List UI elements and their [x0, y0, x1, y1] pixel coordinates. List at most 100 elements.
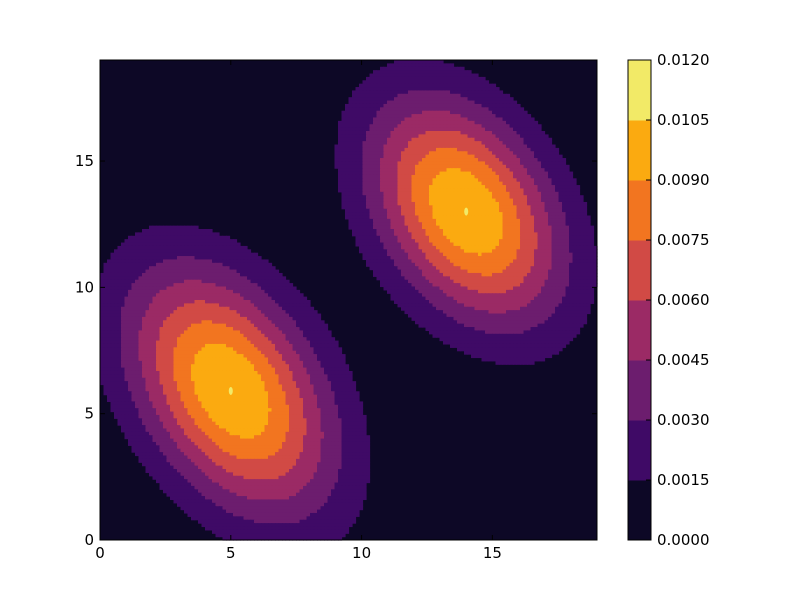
contour-cell: [523, 283, 528, 288]
contour-cell: [593, 249, 598, 254]
contour-cell: [401, 269, 406, 274]
contour-cell: [527, 147, 532, 152]
contour-cell: [387, 80, 392, 85]
contour-cell: [579, 212, 584, 217]
contour-cell: [404, 70, 409, 75]
contour-cell: [341, 191, 346, 196]
contour-cell: [471, 272, 476, 277]
contour-cell: [359, 87, 364, 92]
contour-cell: [156, 269, 161, 274]
contour-cell: [576, 235, 581, 240]
contour-cell: [548, 235, 553, 240]
contour-cell: [467, 107, 472, 112]
contour-cell: [439, 242, 444, 247]
contour-cell: [436, 90, 441, 95]
contour-cell: [523, 269, 528, 274]
contour-cell: [436, 225, 441, 230]
contour-cell: [191, 266, 196, 271]
contour-cell: [541, 201, 546, 206]
contour-cell: [422, 161, 427, 166]
contour-cell: [404, 208, 409, 213]
contour-cell: [362, 256, 367, 261]
contour-cell: [534, 171, 539, 176]
contour-cell: [362, 80, 367, 85]
contour-cell: [418, 174, 423, 179]
contour-cell: [205, 293, 210, 298]
contour-cell: [513, 272, 518, 277]
contour-cell: [117, 286, 122, 291]
contour-cell: [348, 185, 353, 190]
contour-cell: [380, 229, 385, 233]
contour-cell: [100, 272, 105, 277]
contour-cell: [586, 256, 591, 261]
contour-cell: [436, 144, 441, 149]
contour-cell: [222, 239, 227, 244]
contour-cell: [527, 279, 532, 284]
contour-cell: [509, 276, 514, 281]
contour-cell: [516, 286, 521, 291]
contour-cell: [135, 289, 140, 294]
contour-cell: [485, 245, 490, 250]
contour-cell: [499, 174, 504, 179]
contour-cell: [114, 279, 119, 284]
contour-cell: [387, 130, 392, 135]
contour-cell: [467, 272, 472, 277]
contour-cell: [404, 147, 409, 152]
contour-cell: [226, 283, 231, 288]
contour-cell: [590, 269, 595, 274]
contour-cell: [373, 130, 378, 135]
contour-cell: [548, 252, 553, 257]
contour-cell: [439, 73, 444, 78]
contour-cell: [579, 222, 584, 227]
contour-cell: [443, 208, 448, 213]
contour-cell: [149, 272, 154, 277]
contour-cell: [124, 249, 129, 254]
contour-cell: [114, 249, 119, 254]
contour-cell: [499, 276, 504, 281]
contour-cell: [446, 293, 451, 298]
contour-cell: [208, 276, 213, 281]
contour-cell: [390, 259, 395, 264]
contour-cell: [467, 252, 472, 257]
contour-cell: [464, 83, 469, 88]
contour-cell: [583, 262, 588, 267]
contour-cell: [166, 242, 171, 247]
contour-cell: [432, 249, 437, 254]
contour-cell: [439, 212, 444, 217]
contour-cell: [478, 137, 483, 142]
contour-cell: [506, 215, 511, 220]
contour-cell: [373, 256, 378, 261]
contour-cell: [152, 262, 157, 267]
contour-cell: [485, 161, 490, 166]
contour-cell: [394, 168, 399, 173]
contour-cell: [422, 239, 427, 244]
contour-cell: [422, 293, 427, 298]
contour-cell: [415, 289, 420, 294]
contour-cell: [376, 188, 381, 193]
contour-cell: [401, 174, 406, 179]
contour-cell: [502, 218, 507, 223]
contour-cell: [229, 239, 234, 244]
contour-cell: [422, 178, 427, 183]
contour-cell: [390, 174, 395, 179]
contour-cell: [429, 242, 434, 247]
contour-cell: [383, 164, 388, 169]
contour-cell: [159, 259, 164, 264]
contour-cell: [345, 205, 350, 210]
contour-cell: [478, 229, 483, 233]
contour-cell: [236, 269, 241, 274]
contour-cell: [401, 144, 406, 149]
contour-cell: [537, 147, 542, 152]
contour-cell: [478, 144, 483, 149]
contour-cell: [159, 262, 164, 267]
contour-cell: [579, 279, 584, 284]
contour-cell: [523, 262, 528, 267]
contour-cell: [523, 256, 528, 261]
contour-cell: [509, 245, 514, 250]
contour-cell: [184, 289, 189, 294]
contour-cell: [453, 188, 458, 193]
contour-cell: [408, 66, 413, 71]
contour-cell: [516, 124, 521, 129]
contour-cell: [425, 222, 430, 227]
contour-cell: [481, 188, 486, 193]
